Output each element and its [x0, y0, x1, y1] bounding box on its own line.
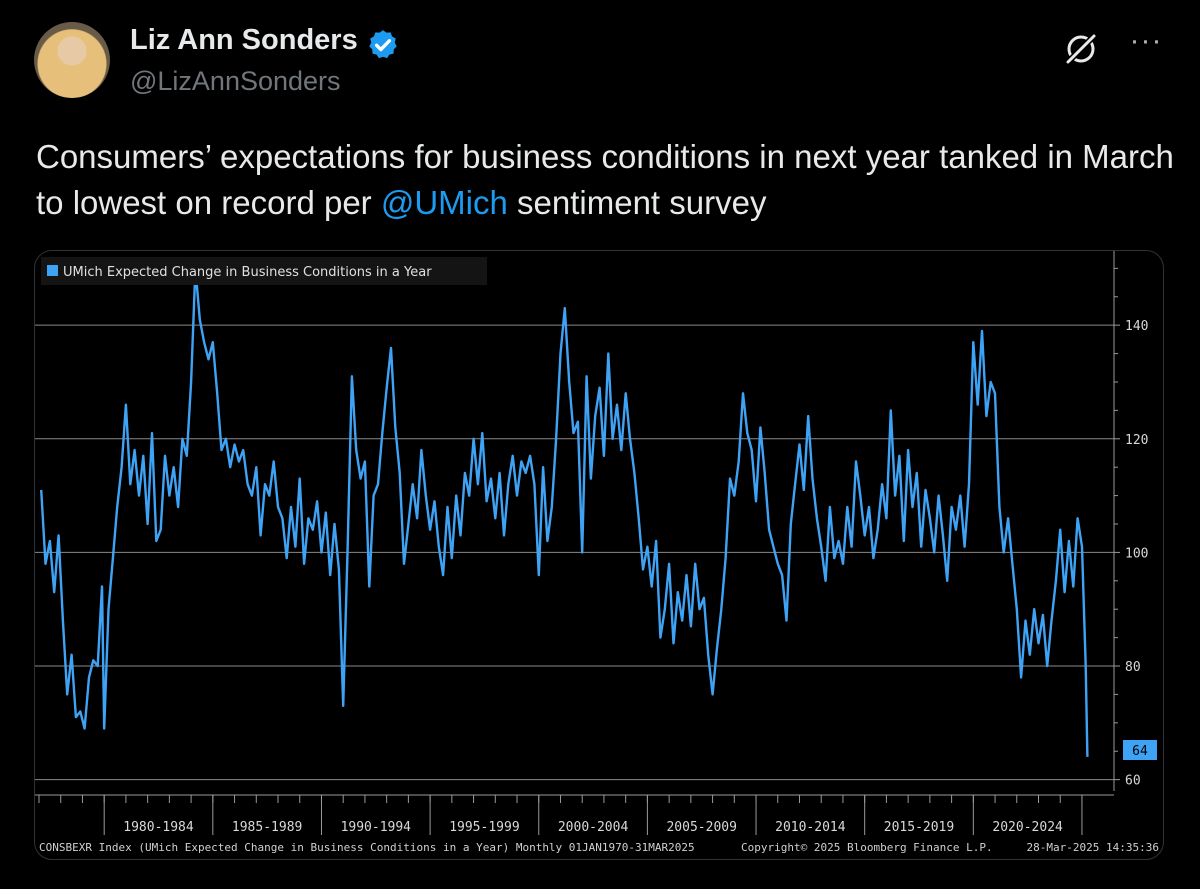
- y-tick-label: 60: [1125, 774, 1141, 789]
- x-tick-label: 1985-1989: [232, 820, 302, 835]
- tweet-text-part: sentiment survey: [507, 184, 767, 221]
- x-tick-label: 1990-1994: [341, 820, 412, 835]
- legend-label: UMich Expected Change in Business Condit…: [63, 265, 432, 280]
- x-tick-label: 2020-2024: [992, 820, 1063, 835]
- tweet-text-part: Consumers’ expectations for business con…: [36, 138, 1174, 221]
- avatar[interactable]: [34, 22, 110, 98]
- y-tick-label: 140: [1125, 319, 1148, 334]
- tweet-text: Consumers’ expectations for business con…: [36, 134, 1176, 226]
- x-tick-label: 1995-1999: [449, 820, 519, 835]
- author-handle[interactable]: @LizAnnSonders: [130, 66, 341, 96]
- series-line: [40, 267, 1089, 757]
- last-value-label: 64: [1132, 744, 1148, 759]
- umich-mention-link[interactable]: @UMich: [380, 184, 508, 221]
- grok-icon[interactable]: [1062, 30, 1100, 68]
- x-tick-label: 2000-2004: [558, 820, 629, 835]
- more-options-icon[interactable]: ···: [1129, 24, 1163, 57]
- legend-box: [41, 257, 487, 285]
- verified-badge-icon: [369, 30, 397, 59]
- y-tick-label: 100: [1125, 546, 1148, 561]
- y-tick-label: 120: [1125, 433, 1148, 448]
- y-tick-label: 80: [1125, 660, 1141, 675]
- last-value-badge: [1123, 740, 1157, 760]
- x-tick-label: 2010-2014: [775, 820, 846, 835]
- x-tick-label: 1980-1984: [123, 820, 194, 835]
- x-tick-label: 2015-2019: [884, 820, 954, 835]
- chart-footer-timestamp: 28-Mar-2025 14:35:36: [1027, 841, 1159, 854]
- chart-image[interactable]: UMich Expected Change in Business Condit…: [34, 250, 1164, 860]
- chart-footer-copyright: Copyright© 2025 Bloomberg Finance L.P.: [741, 841, 993, 854]
- business-conditions-chart: UMich Expected Change in Business Condit…: [35, 251, 1159, 854]
- author-display-name[interactable]: Liz Ann Sonders: [130, 24, 358, 56]
- x-tick-label: 2005-2009: [666, 820, 736, 835]
- chart-footer-source: CONSBEXR Index (UMich Expected Change in…: [39, 841, 695, 854]
- legend-swatch: [47, 265, 58, 276]
